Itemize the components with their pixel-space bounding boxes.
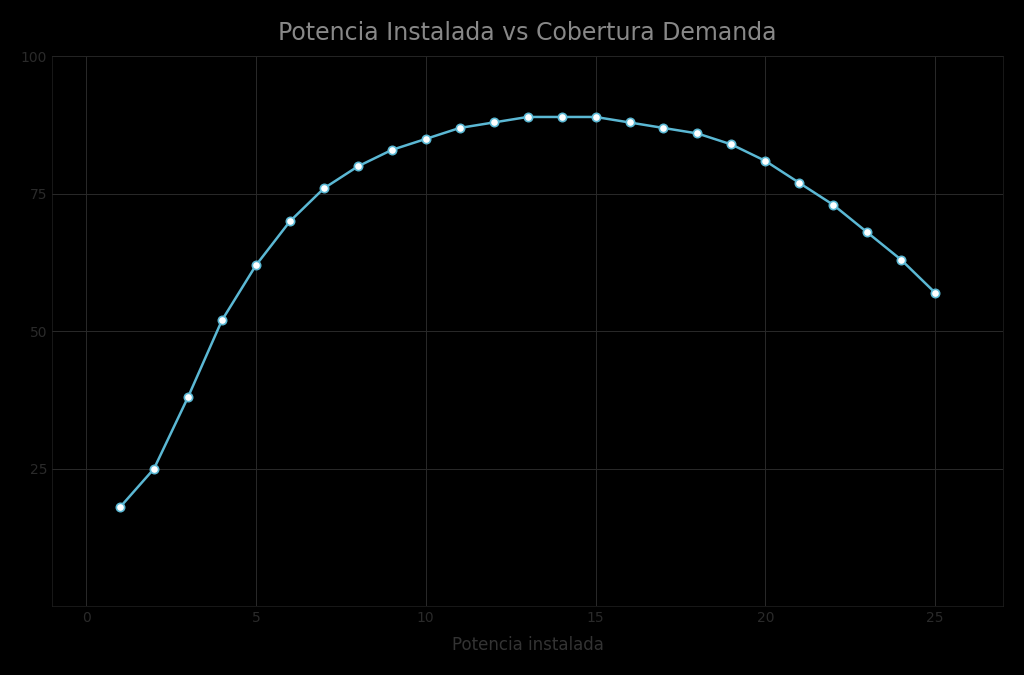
- X-axis label: Potencia instalada: Potencia instalada: [452, 636, 603, 654]
- Title: Potencia Instalada vs Cobertura Demanda: Potencia Instalada vs Cobertura Demanda: [279, 21, 777, 45]
